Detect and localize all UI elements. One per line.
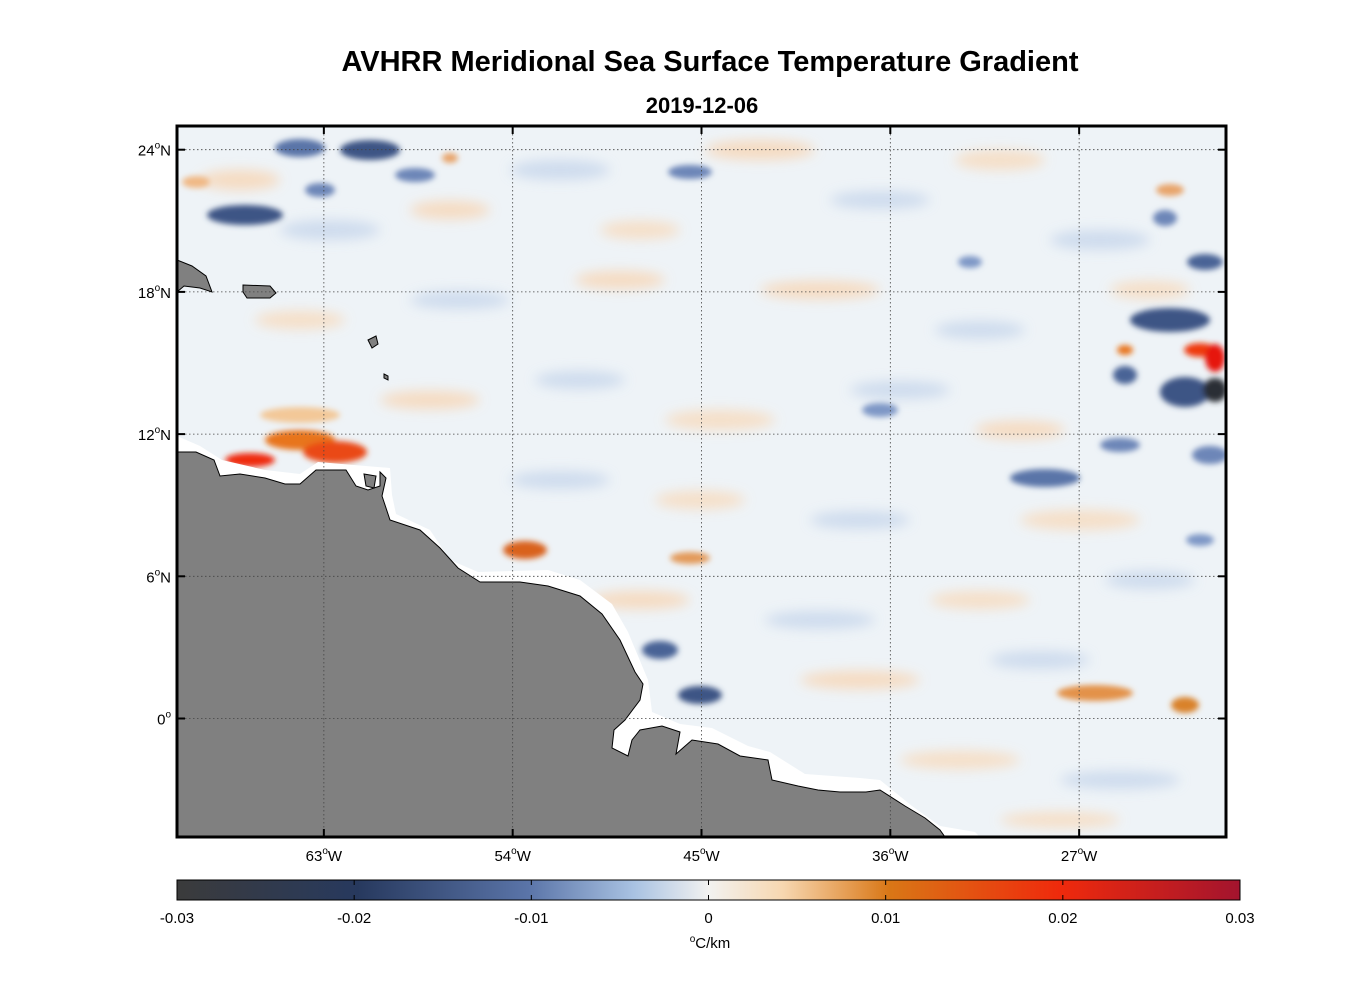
units-degree-symbol: o (689, 934, 696, 945)
colorbar-labels: -0.03 -0.02 -0.01 0 0.01 0.02 0.03 (160, 910, 1255, 927)
lon-label-54: 54oW (494, 846, 531, 865)
land-barbados (383, 373, 389, 381)
map-ticks (177, 126, 1226, 837)
colorbar-units: oC/km (640, 934, 780, 952)
lon-label-27: 27oW (1061, 846, 1098, 865)
land-guadeloupe (367, 335, 379, 349)
longitude-labels: 63oW 54oW 45oW 36oW 27oW (306, 846, 1099, 865)
lat-label-6: 6oN (146, 567, 171, 586)
land-trinidad (363, 473, 377, 489)
chart-date: 2019-12-06 (645, 93, 759, 118)
colorbar-label: -0.02 (337, 910, 371, 927)
land-south-america (177, 451, 946, 837)
units-text: C/km (695, 935, 731, 952)
map-gridlines (177, 126, 1226, 837)
colorbar-label: 0.02 (1048, 910, 1077, 927)
colorbar-ticks (176, 880, 1241, 900)
positive-gradient-patches (182, 153, 1225, 713)
sst-gradient-field (177, 126, 1226, 837)
chart-title: AVHRR Meridional Sea Surface Temperature… (341, 46, 1079, 78)
weak-gradient-texture (200, 140, 1195, 828)
colorbar-label: -0.03 (160, 910, 194, 927)
lon-label-45: 45oW (683, 846, 720, 865)
lat-label-12: 12oN (138, 425, 171, 444)
lon-label-36: 36oW (872, 846, 909, 865)
negative-gradient-patches (207, 139, 1226, 704)
lat-label-24: 24oN (138, 141, 171, 160)
colorbar-label: -0.01 (514, 910, 548, 927)
latitude-labels: 24oN 18oN 12oN 6oN 0o (138, 141, 172, 729)
colorbar-label: 0 (704, 910, 712, 927)
lon-label-63: 63oW (306, 846, 343, 865)
lat-label-0: 0o (157, 710, 171, 729)
colorbar-label: 0.01 (871, 910, 900, 927)
land-puerto-rico (242, 284, 277, 299)
colorbar-label: 0.03 (1225, 910, 1254, 927)
lat-label-18: 18oN (138, 283, 171, 302)
